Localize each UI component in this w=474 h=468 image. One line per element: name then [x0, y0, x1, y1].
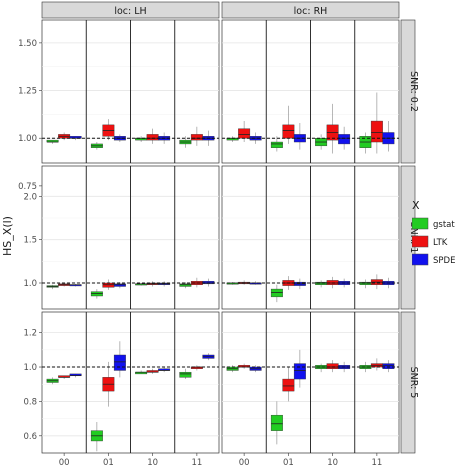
y-tick-label: 0.8: [23, 397, 37, 407]
box-gstat: [270, 414, 283, 431]
box-LTK: [146, 134, 159, 141]
column-strip-0: [41, 1, 220, 19]
y-tick-label: 0.6: [23, 432, 37, 442]
legend-label-spde: SPDE: [433, 256, 455, 266]
box-SPDE: [293, 363, 306, 380]
x-tick-label: 11: [371, 458, 382, 468]
legend-title: X: [412, 199, 420, 212]
y-tick-label: 1.5: [23, 236, 37, 246]
y-tick-label: 1.50: [18, 39, 37, 49]
box-gstat: [179, 283, 192, 287]
x-tick-label: 00: [59, 458, 70, 468]
legend-key-ltk: [412, 235, 429, 248]
row-strip-label-0: SNR: 0.2: [408, 71, 419, 112]
box-gstat: [270, 141, 283, 148]
box-LTK: [238, 128, 251, 139]
box-SPDE: [382, 363, 395, 369]
box-gstat: [270, 288, 283, 298]
y-tick-label: 1.0: [23, 279, 37, 289]
box-SPDE: [113, 283, 126, 287]
y-tick-label: 0.75: [18, 182, 37, 192]
panel-2-0: [41, 311, 220, 454]
y-tick-label: 1.00: [18, 134, 37, 144]
y-tick-label: 1.25: [18, 87, 37, 97]
y-tick-label: 1.0: [23, 363, 37, 373]
box-SPDE: [338, 134, 351, 145]
x-tick-label: 01: [103, 458, 114, 468]
box-gstat: [179, 371, 192, 378]
box-LTK: [326, 363, 339, 369]
row-strip-label-2: SNR: 5: [408, 367, 419, 399]
x-tick-label: 11: [191, 458, 202, 468]
box-LTK: [102, 282, 115, 288]
box-LTK: [190, 134, 203, 141]
box-LTK: [370, 120, 383, 143]
box-LTK: [282, 124, 295, 139]
y-axis-title: HS_X(l): [1, 216, 14, 256]
row-strip-2: [400, 311, 416, 454]
panel-0-0: [41, 19, 220, 164]
box-SPDE: [113, 354, 126, 371]
x-tick-label: 01: [283, 458, 294, 468]
legend-key-gstat: [412, 217, 429, 230]
x-tick-label: 10: [327, 458, 338, 468]
panel-1-1: [221, 165, 400, 310]
legend-label-ltk: LTK: [433, 238, 448, 248]
row-strip-0: [400, 19, 416, 164]
panel-2-1: [221, 311, 400, 454]
legend: X gstat LTK SPDE: [412, 199, 455, 266]
column-strip-label-1: loc: RH: [294, 6, 328, 17]
x-tick-label: 00: [239, 458, 250, 468]
legend-key-spde: [412, 253, 429, 266]
panel-1-0: [41, 165, 220, 310]
panel-0-1: [221, 19, 400, 164]
legend-label-gstat: gstat: [433, 220, 455, 230]
y-tick-label: 1.2: [23, 329, 37, 339]
y-tick-label: 2.0: [23, 192, 37, 202]
box-gstat: [90, 291, 103, 297]
column-strip-label-0: loc: LH: [114, 6, 146, 17]
box-LTK: [282, 378, 295, 392]
column-strip-1: [221, 1, 400, 19]
x-tick-label: 10: [147, 458, 158, 468]
